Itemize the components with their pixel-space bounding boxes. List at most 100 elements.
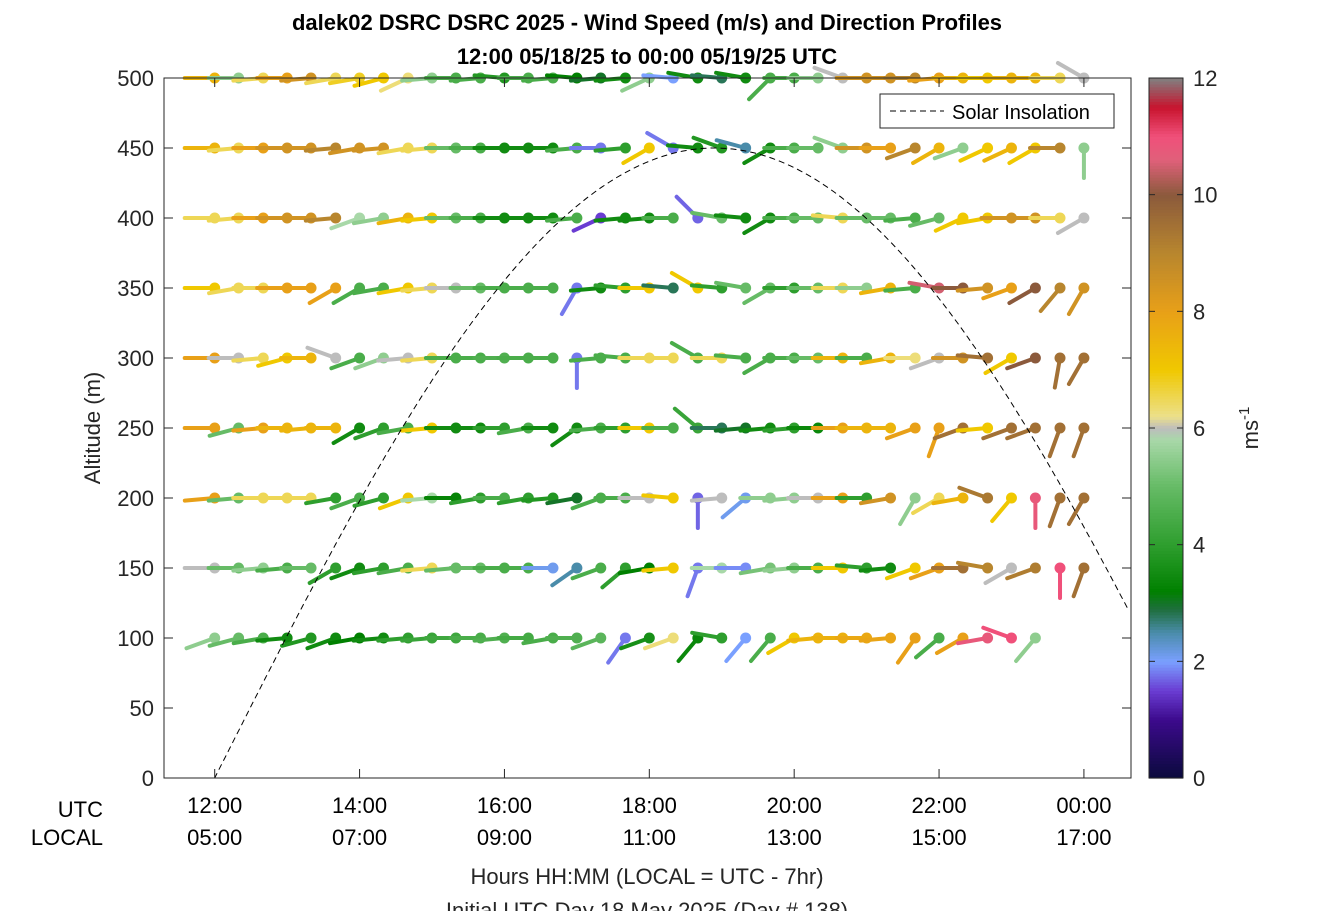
colorbar-swatch xyxy=(1149,600,1183,604)
wind-point xyxy=(643,142,655,154)
colorbar-swatch xyxy=(1149,614,1183,619)
wind-point xyxy=(982,562,994,574)
colorbar-swatch xyxy=(1149,229,1183,234)
colorbar-swatch xyxy=(1149,159,1183,164)
wind-point xyxy=(305,632,317,644)
series-350m xyxy=(182,271,1090,316)
colorbar-swatch xyxy=(1149,436,1183,441)
series-300m xyxy=(182,341,1090,390)
colorbar-swatch xyxy=(1149,346,1183,350)
colorbar-swatch xyxy=(1149,86,1183,91)
wind-point xyxy=(740,282,752,294)
wind-point xyxy=(619,632,631,644)
colorbar-swatch xyxy=(1149,413,1183,417)
wind-point xyxy=(1005,142,1017,154)
colorbar-tick-label: 2 xyxy=(1193,649,1205,674)
colorbar-swatch xyxy=(1149,617,1183,622)
colorbar-swatch xyxy=(1149,343,1183,347)
ylabel: Altitude (m) xyxy=(80,372,105,484)
colorbar-swatch xyxy=(1149,171,1183,175)
xtick-label-local: 17:00 xyxy=(1056,825,1111,850)
colorbar-swatch xyxy=(1149,535,1183,540)
colorbar-swatch xyxy=(1149,460,1183,464)
xtick-label-utc: 20:00 xyxy=(767,793,822,818)
colorbar-swatch xyxy=(1149,325,1183,330)
wind-point xyxy=(330,562,342,574)
wind-point xyxy=(354,422,366,434)
colorbar-swatch xyxy=(1149,457,1183,461)
colorbar-swatch xyxy=(1149,270,1183,275)
colorbar-swatch xyxy=(1149,360,1183,365)
wind-point xyxy=(1078,352,1090,364)
colorbar-swatch xyxy=(1149,605,1183,610)
colorbar-swatch xyxy=(1149,185,1183,190)
wind-point xyxy=(885,632,897,644)
colorbar-swatch xyxy=(1149,425,1183,429)
colorbar-swatch xyxy=(1149,299,1183,304)
colorbar-swatch xyxy=(1149,585,1183,590)
wind-point xyxy=(667,282,679,294)
colorbar-swatch xyxy=(1149,690,1183,695)
colorbar-swatch xyxy=(1149,369,1183,374)
colorbar-swatch xyxy=(1149,433,1183,438)
colorbar-swatch xyxy=(1149,78,1183,82)
colorbar-swatch xyxy=(1149,323,1183,327)
colorbar-swatch xyxy=(1149,194,1183,199)
colorbar-swatch xyxy=(1149,124,1183,129)
colorbar-swatch xyxy=(1149,223,1183,228)
wind-point xyxy=(305,352,317,364)
wind-point xyxy=(1054,422,1066,434)
colorbar-swatch xyxy=(1149,687,1183,692)
colorbar-swatch xyxy=(1149,393,1183,397)
x-axis: 12:00 05:00 14:00 07:00 16:00 09:00 18:00 11:00… xyxy=(187,78,1111,850)
wind-point xyxy=(667,632,679,644)
colorbar-swatch xyxy=(1149,734,1183,738)
colorbar-swatch xyxy=(1149,620,1183,625)
wind-point xyxy=(885,142,897,154)
colorbar-swatch xyxy=(1149,445,1183,450)
ytick-label: 0 xyxy=(142,766,154,791)
wind-point xyxy=(354,492,366,504)
colorbar-swatch xyxy=(1149,579,1183,584)
wind-point xyxy=(1078,282,1090,294)
colorbar-swatch xyxy=(1149,573,1183,578)
wind-point xyxy=(1054,212,1066,224)
wind-point xyxy=(957,142,969,154)
colorbar-swatch xyxy=(1149,655,1183,660)
colorbar-swatch xyxy=(1149,667,1183,671)
wind-point xyxy=(1054,352,1066,364)
wind-point xyxy=(595,562,607,574)
colorbar-tick-label: 6 xyxy=(1193,416,1205,441)
series-100m xyxy=(184,625,1041,665)
wind-point xyxy=(1078,562,1090,574)
wind-point xyxy=(571,492,583,504)
colorbar-swatch xyxy=(1149,296,1183,301)
colorbar-swatch xyxy=(1149,279,1183,283)
colorbar-swatch xyxy=(1149,150,1183,155)
colorbar-swatch xyxy=(1149,533,1183,537)
colorbar-swatch xyxy=(1149,317,1183,321)
colorbar-swatch xyxy=(1149,401,1183,406)
colorbar-swatch xyxy=(1149,518,1183,522)
colorbar-swatch xyxy=(1149,153,1183,158)
colorbar-swatch xyxy=(1149,675,1183,680)
colorbar-swatch xyxy=(1149,728,1183,732)
xtick-label-utc: 18:00 xyxy=(622,793,677,818)
wind-point xyxy=(1054,562,1066,574)
colorbar-swatch xyxy=(1149,570,1183,575)
plot-marks xyxy=(182,61,1090,665)
xtick-label-utc: 00:00 xyxy=(1056,793,1111,818)
xtick-label-local: 09:00 xyxy=(477,825,532,850)
colorbar-swatch xyxy=(1149,512,1183,517)
colorbar-swatch xyxy=(1149,611,1183,616)
colorbar-swatch xyxy=(1149,200,1183,205)
wind-point xyxy=(305,562,317,574)
colorbar-tick-label: 0 xyxy=(1193,766,1205,791)
colorbar-swatch xyxy=(1149,118,1183,123)
colorbar-swatch xyxy=(1149,422,1183,426)
wind-point xyxy=(354,352,366,364)
colorbar-swatch xyxy=(1149,731,1183,735)
colorbar-swatch xyxy=(1149,588,1183,592)
wind-point xyxy=(667,352,679,364)
colorbar-swatch xyxy=(1149,568,1183,572)
